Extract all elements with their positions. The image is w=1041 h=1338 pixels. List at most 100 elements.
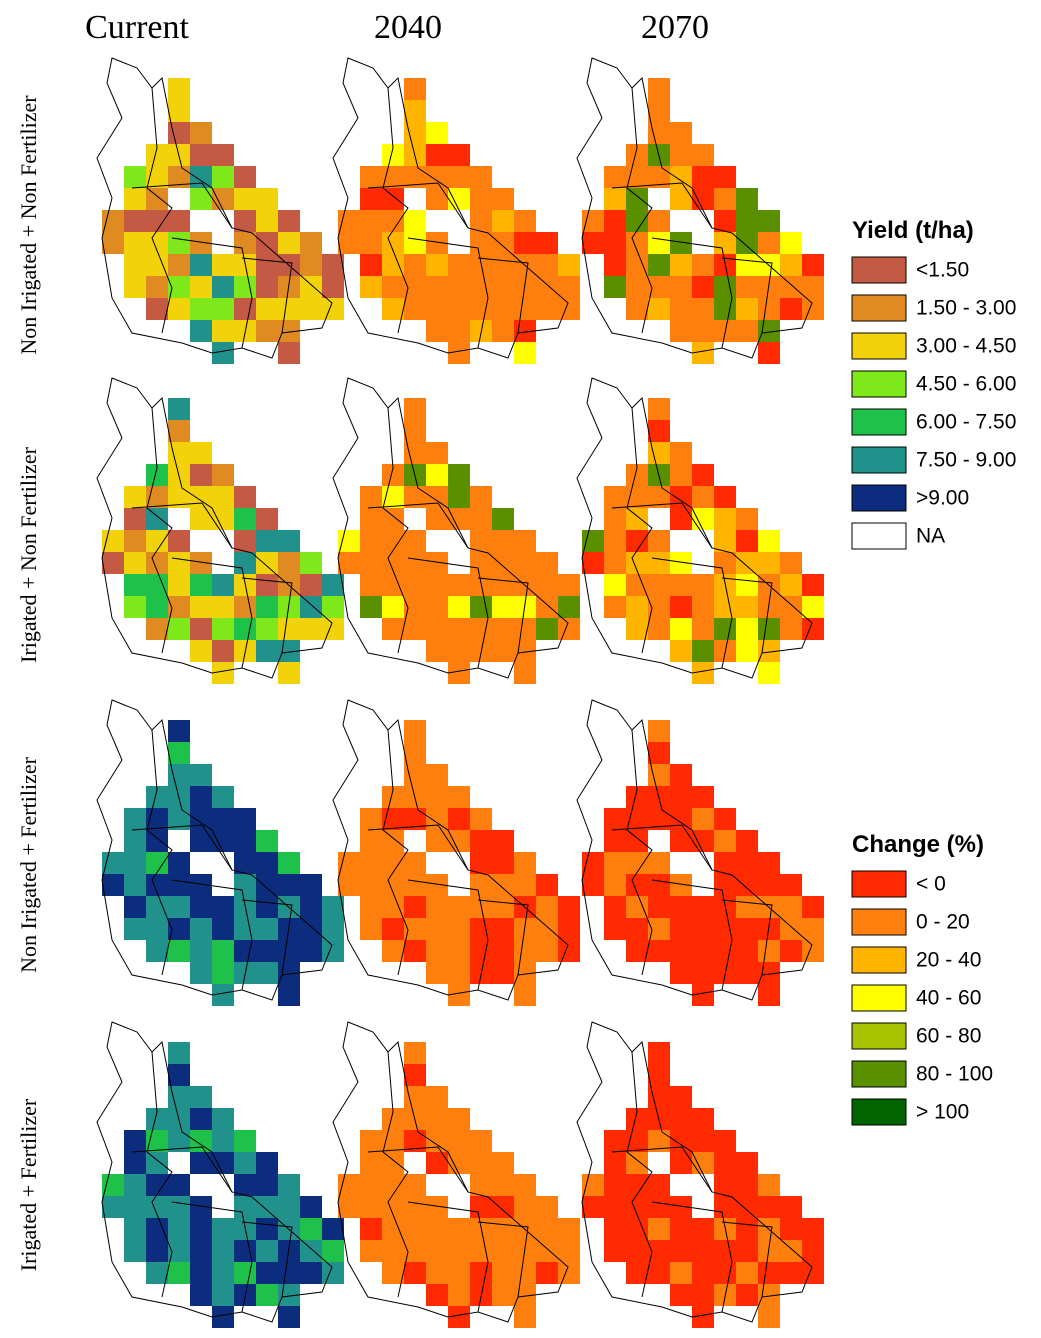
map-cell: [648, 276, 670, 298]
map-cell: [626, 464, 648, 486]
map-cell: [426, 1174, 448, 1196]
map-cell: [360, 232, 382, 254]
map-cell: [758, 1306, 780, 1328]
map-cell: [146, 552, 168, 574]
map-cell: [300, 1218, 322, 1240]
map-cell: [234, 530, 256, 552]
map-cell: [404, 232, 426, 254]
map-cell: [146, 574, 168, 596]
map-cell: [212, 896, 234, 918]
legend-label: 40 - 60: [916, 987, 981, 1010]
map-cell: [470, 188, 492, 210]
map-cell: [714, 232, 736, 254]
map-cell: [536, 874, 558, 896]
map-cell: [212, 940, 234, 962]
map-cell: [426, 552, 448, 574]
map-cell: [514, 662, 536, 684]
map-cell: [714, 1262, 736, 1284]
map-cell: [338, 874, 360, 896]
map-cell: [780, 232, 802, 254]
map-cell: [692, 1262, 714, 1284]
map-cell: [492, 1218, 514, 1240]
map-cell: [212, 486, 234, 508]
map-panel: [332, 699, 580, 1006]
map-cell: [802, 298, 824, 320]
map-cell: [536, 918, 558, 940]
map-cell: [670, 1196, 692, 1218]
map-cell: [448, 232, 470, 254]
map-cell: [626, 298, 648, 320]
map-cell: [714, 276, 736, 298]
map-cell: [470, 298, 492, 320]
legend-title: Yield (t/ha): [852, 217, 974, 244]
map-cell: [212, 342, 234, 364]
map-cell: [360, 254, 382, 276]
map-cell: [670, 764, 692, 786]
map-cell: [146, 918, 168, 940]
map-cell: [426, 742, 448, 764]
map-cell: [360, 852, 382, 874]
legend-label: 60 - 80: [916, 1025, 981, 1048]
map-cell: [780, 596, 802, 618]
map-cell: [670, 618, 692, 640]
map-cell: [536, 298, 558, 320]
map-cell: [360, 574, 382, 596]
map-cell: [360, 918, 382, 940]
map-cell: [256, 530, 278, 552]
map-cell: [648, 1130, 670, 1152]
map-cell: [492, 640, 514, 662]
map-cell: [190, 420, 212, 442]
map-cell: [382, 1218, 404, 1240]
map-cell: [256, 254, 278, 276]
map-cell: [146, 232, 168, 254]
map-cell: [212, 852, 234, 874]
map-cell: [692, 1130, 714, 1152]
map-cell: [382, 1262, 404, 1284]
map-cell: [670, 896, 692, 918]
map-cell: [102, 232, 124, 254]
map-cell: [404, 530, 426, 552]
map-cell: [146, 940, 168, 962]
map-cell: [626, 1196, 648, 1218]
map-cell: [212, 918, 234, 940]
map-cell: [448, 1174, 470, 1196]
map-cell: [514, 530, 536, 552]
map-cell: [426, 786, 448, 808]
map-cell: [492, 1174, 514, 1196]
map-cell: [338, 210, 360, 232]
map-cell: [102, 530, 124, 552]
map-cell: [426, 320, 448, 342]
map-cell: [692, 574, 714, 596]
map-cell: [124, 596, 146, 618]
map-cell: [300, 276, 322, 298]
map-cell: [626, 574, 648, 596]
map-cell: [278, 232, 300, 254]
map-cell: [212, 210, 234, 232]
map-cell: [714, 210, 736, 232]
map-cell: [300, 552, 322, 574]
map-cell: [212, 1108, 234, 1130]
map-cell: [338, 1196, 360, 1218]
column-header: Current: [85, 9, 189, 46]
map-cell: [212, 232, 234, 254]
map-cell: [670, 852, 692, 874]
map-cell: [470, 940, 492, 962]
map-cell: [670, 1240, 692, 1262]
map-cell: [448, 1196, 470, 1218]
map-cell: [382, 254, 404, 276]
map-cell: [670, 1152, 692, 1174]
map-cell: [404, 298, 426, 320]
map-cell: [426, 1218, 448, 1240]
map-cell: [514, 1262, 536, 1284]
map-cell: [212, 166, 234, 188]
map-cell: [670, 464, 692, 486]
map-cell: [168, 78, 190, 100]
map-cell: [256, 1240, 278, 1262]
map-cell: [648, 122, 670, 144]
map-cell: [124, 232, 146, 254]
legend-label: 4.50 - 6.00: [916, 373, 1016, 396]
map-cell: [256, 830, 278, 852]
map-cell: [604, 1152, 626, 1174]
map-cell: [190, 830, 212, 852]
map-cell: [360, 552, 382, 574]
